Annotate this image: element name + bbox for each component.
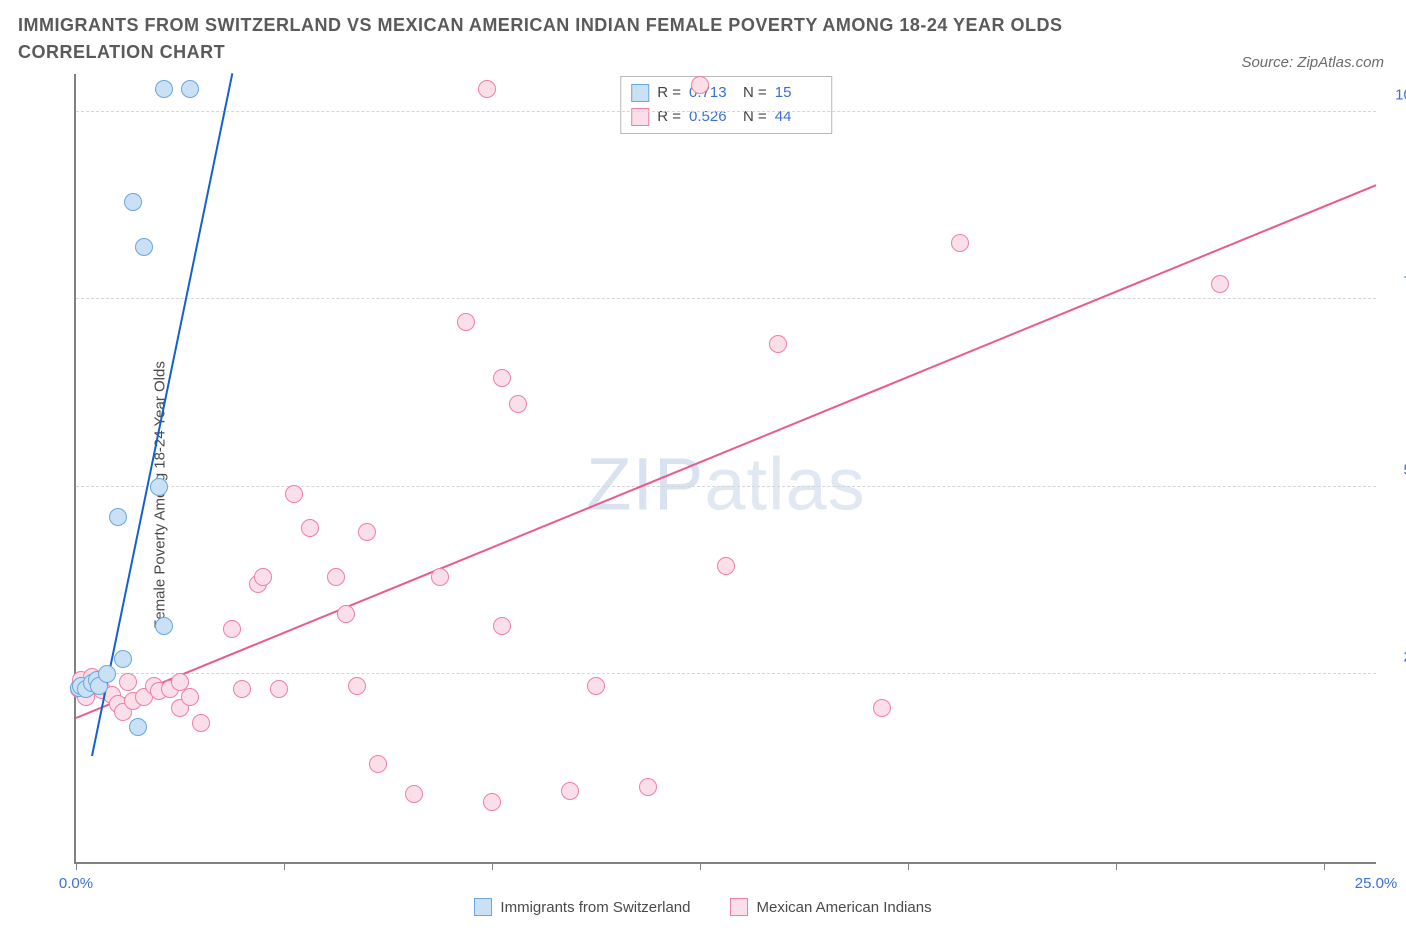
data-point (109, 508, 127, 526)
r-label: R = (657, 105, 681, 129)
stats-row-mex: R = 0.526 N = 44 (631, 105, 821, 129)
y-tick-label: 75.0% (1384, 274, 1406, 291)
y-tick-label: 50.0% (1384, 461, 1406, 478)
r-value-mex: 0.526 (689, 105, 735, 129)
data-point (587, 677, 605, 695)
data-point (114, 650, 132, 668)
legend-item-mex: Mexican American Indians (730, 898, 931, 916)
data-point (192, 714, 210, 732)
trend-line (91, 73, 233, 756)
legend-swatch-mex (730, 898, 748, 916)
watermark: ZIPatlas (586, 441, 865, 526)
data-point (691, 76, 709, 94)
data-point (478, 80, 496, 98)
data-point (285, 485, 303, 503)
data-point (155, 80, 173, 98)
data-point (561, 782, 579, 800)
x-tick-label: 0.0% (59, 875, 93, 892)
legend: Immigrants from Switzerland Mexican Amer… (18, 898, 1388, 916)
data-point (405, 785, 423, 803)
legend-swatch-swiss (474, 898, 492, 916)
data-point (181, 80, 199, 98)
data-point (769, 335, 787, 353)
data-point (155, 617, 173, 635)
data-point (327, 568, 345, 586)
data-point (639, 778, 657, 796)
legend-label-swiss: Immigrants from Switzerland (500, 899, 690, 916)
x-tick-mark (76, 862, 77, 870)
n-label: N = (743, 81, 767, 105)
chart-container: Female Poverty Among 18-24 Year Olds ZIP… (18, 74, 1388, 916)
data-point (150, 478, 168, 496)
r-label: R = (657, 81, 681, 105)
data-point (98, 665, 116, 683)
gridline-h (76, 486, 1376, 487)
data-point (124, 193, 142, 211)
legend-item-swiss: Immigrants from Switzerland (474, 898, 690, 916)
data-point (348, 677, 366, 695)
data-point (509, 395, 527, 413)
data-point (717, 557, 735, 575)
y-tick-label: 25.0% (1384, 649, 1406, 666)
x-tick-mark (908, 862, 909, 870)
data-point (181, 688, 199, 706)
x-tick-label: 25.0% (1355, 875, 1398, 892)
x-tick-mark (1324, 862, 1325, 870)
data-point (873, 699, 891, 717)
gridline-h (76, 673, 1376, 674)
data-point (483, 793, 501, 811)
data-point (369, 755, 387, 773)
scatter-plot: ZIPatlas R = 0.713 N = 15 R = 0.526 N = … (74, 74, 1376, 864)
data-point (254, 568, 272, 586)
x-tick-mark (284, 862, 285, 870)
swatch-swiss (631, 84, 649, 102)
trend-line (76, 185, 1377, 720)
data-point (951, 234, 969, 252)
data-point (301, 519, 319, 537)
data-point (233, 680, 251, 698)
stats-row-swiss: R = 0.713 N = 15 (631, 81, 821, 105)
data-point (493, 369, 511, 387)
data-point (1211, 275, 1229, 293)
x-tick-mark (700, 862, 701, 870)
data-point (270, 680, 288, 698)
y-tick-label: 100.0% (1384, 86, 1406, 103)
data-point (431, 568, 449, 586)
n-value-mex: 44 (775, 105, 821, 129)
data-point (135, 238, 153, 256)
data-point (129, 718, 147, 736)
data-point (493, 617, 511, 635)
legend-label-mex: Mexican American Indians (756, 899, 931, 916)
n-value-swiss: 15 (775, 81, 821, 105)
data-point (223, 620, 241, 638)
chart-title: IMMIGRANTS FROM SWITZERLAND VS MEXICAN A… (18, 12, 1138, 66)
x-tick-mark (492, 862, 493, 870)
data-point (457, 313, 475, 331)
data-point (119, 673, 137, 691)
x-tick-mark (1116, 862, 1117, 870)
n-label: N = (743, 105, 767, 129)
gridline-h (76, 111, 1376, 112)
watermark-thin: atlas (704, 442, 865, 525)
data-point (171, 673, 189, 691)
data-point (358, 523, 376, 541)
data-point (337, 605, 355, 623)
source-attribution: Source: ZipAtlas.com (1241, 54, 1384, 71)
gridline-h (76, 298, 1376, 299)
correlation-stats-box: R = 0.713 N = 15 R = 0.526 N = 44 (620, 76, 832, 134)
